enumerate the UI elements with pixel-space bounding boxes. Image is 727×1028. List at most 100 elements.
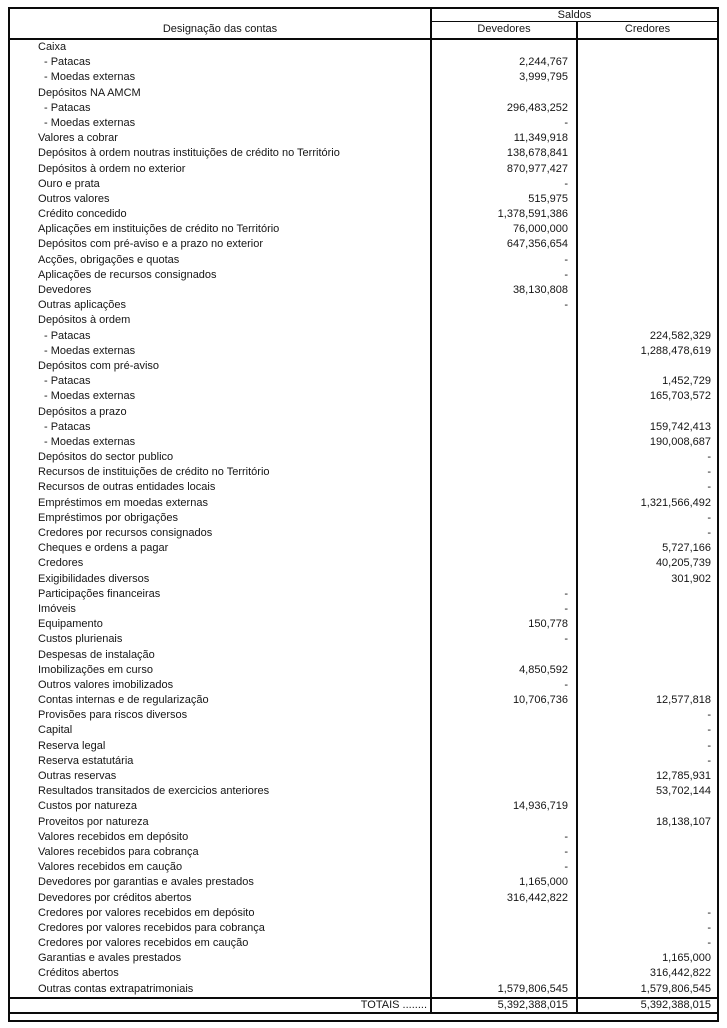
credores-value: 165,703,572 — [649, 390, 711, 403]
credores-value — [578, 891, 717, 906]
table-row: Devedores por créditos abertos 316,442,8… — [10, 890, 717, 906]
table-row: Exigibilidades diversos 301,902 — [10, 571, 717, 587]
credores-value: 301,902 — [671, 572, 711, 585]
account-label: Cheques e ordens a pagar — [10, 541, 432, 557]
table-row: Valores recebidos para cobrança - — [10, 844, 717, 861]
table-row: Resultados transitados de exercicios ant… — [10, 784, 717, 800]
table-row: - Patacas 159,742,413 — [10, 419, 717, 435]
credores-value: 1,321,566,492 — [640, 496, 711, 509]
table-row: - Moedas externas 3,999,795 — [10, 70, 717, 86]
devedores-value: 647,356,654 — [432, 237, 578, 253]
table-row: Caixa — [10, 40, 717, 56]
table-row: Outras aplicações - — [10, 298, 717, 314]
account-label: Depósitos à ordem no exterior — [10, 161, 432, 177]
designacao-header: Designação das contas — [10, 22, 432, 38]
account-label: Valores recebidos para cobrança — [10, 844, 432, 861]
table-row: - Moedas externas 1,288,478,619 — [10, 343, 717, 359]
credores-value — [578, 648, 717, 663]
account-label: - Moedas externas — [10, 434, 432, 451]
credores-value — [578, 237, 717, 252]
credores-value — [578, 70, 717, 85]
totals-row: TOTAIS ........ 5,392,388,015 5,392,388,… — [10, 996, 717, 1014]
account-label: - Patacas — [10, 328, 432, 344]
credores-value — [578, 678, 717, 693]
devedores-value: - — [432, 860, 578, 876]
credores-value — [578, 313, 717, 328]
credores-value: 5,727,166 — [662, 542, 711, 555]
credores-value: 12,577,818 — [655, 694, 711, 707]
devedores-value: 515,975 — [432, 191, 578, 208]
credores-value — [578, 131, 717, 146]
devedores-value — [432, 541, 578, 557]
credores-value — [578, 298, 717, 313]
account-label: Ouro e prata — [10, 176, 432, 192]
credores-value: - — [707, 481, 711, 494]
credores-value: 18,138,107 — [655, 815, 711, 828]
devedores-value — [432, 358, 578, 375]
credores-value — [578, 55, 717, 70]
table-row: Credores por recursos consignados - — [10, 526, 717, 542]
table-row: Devedores 38,130,808 — [10, 283, 717, 299]
table-row: Reserva estatutária - — [10, 753, 717, 769]
credores-value — [578, 663, 717, 678]
table-row: Custos por natureza 14,936,719 — [10, 799, 717, 815]
account-label: Devedores por garantias e avales prestad… — [10, 875, 432, 891]
account-label: - Patacas — [10, 55, 432, 71]
account-label: Custos por natureza — [10, 799, 432, 815]
account-label: Acções, obrigações e quotas — [10, 252, 432, 268]
table-row: Empréstimos por obrigações - — [10, 510, 717, 526]
credores-value: - — [707, 754, 711, 767]
account-label: Depósitos com pré-aviso — [10, 358, 432, 375]
credores-value: - — [707, 466, 711, 479]
account-label: Despesas de instalação — [10, 647, 432, 663]
account-label: Credores por valores recebidos em caução — [10, 936, 432, 952]
table-row: Depósitos a prazo — [10, 404, 717, 420]
table-row: - Patacas 1,452,729 — [10, 374, 717, 390]
devedores-value — [432, 40, 578, 56]
account-label: Resultados transitados de exercicios ant… — [10, 784, 432, 800]
devedores-value: 10,706,736 — [432, 693, 578, 709]
account-label: Exigibilidades diversos — [10, 571, 432, 587]
devedores-value: 296,483,252 — [432, 100, 578, 116]
devedores-value — [432, 328, 578, 344]
table-row: Participações financeiras - — [10, 586, 717, 602]
credores-value: - — [707, 906, 711, 919]
table-row: Depósitos à ordem noutras instituições d… — [10, 146, 717, 162]
table-row: Recursos de outras entidades locais - — [10, 480, 717, 496]
account-label: Proveitos por natureza — [10, 814, 432, 830]
table-row: Outros valores 515,975 — [10, 191, 717, 208]
table-row: Recursos de instituições de crédito no T… — [10, 465, 717, 481]
account-label: Empréstimos em moedas externas — [10, 495, 432, 511]
table-row: Devedores por garantias e avales prestad… — [10, 875, 717, 891]
table-row: Credores 40,205,739 — [10, 556, 717, 572]
account-label: Créditos abertos — [10, 966, 432, 982]
table-row: Acções, obrigações e quotas - — [10, 252, 717, 268]
table-row: Credores por valores recebidos em depósi… — [10, 905, 717, 921]
devedores-value — [432, 784, 578, 800]
account-label: Outras reservas — [10, 769, 432, 785]
table-row: Reserva legal - — [10, 738, 717, 754]
account-label: Reserva legal — [10, 738, 432, 754]
credores-value — [578, 253, 717, 268]
devedores-value: - — [432, 632, 578, 648]
table-row: Depósitos do sector publico - — [10, 450, 717, 466]
table-row: - Patacas 296,483,252 — [10, 100, 717, 116]
devedores-value — [432, 85, 578, 101]
credores-value — [578, 799, 717, 814]
devedores-value: - — [432, 267, 578, 283]
credores-value: - — [707, 724, 711, 737]
totals-label: TOTAIS ........ — [10, 998, 432, 1012]
account-label: Imóveis — [10, 601, 432, 618]
devedores-value: 76,000,000 — [432, 222, 578, 238]
credores-value: - — [707, 511, 711, 524]
account-label: Credores por valores recebidos para cobr… — [10, 920, 432, 937]
devedores-value — [432, 419, 578, 435]
credores-value: 1,165,000 — [662, 952, 711, 965]
credores-value: 224,582,329 — [649, 329, 711, 342]
table-row: Contas internas e de regularização 10,70… — [10, 693, 717, 709]
credores-value: 1,452,729 — [662, 375, 711, 388]
credores-value — [578, 177, 717, 192]
devedores-value: - — [432, 252, 578, 268]
account-label: Depósitos do sector publico — [10, 450, 432, 466]
devedores-value: 3,999,795 — [432, 70, 578, 86]
